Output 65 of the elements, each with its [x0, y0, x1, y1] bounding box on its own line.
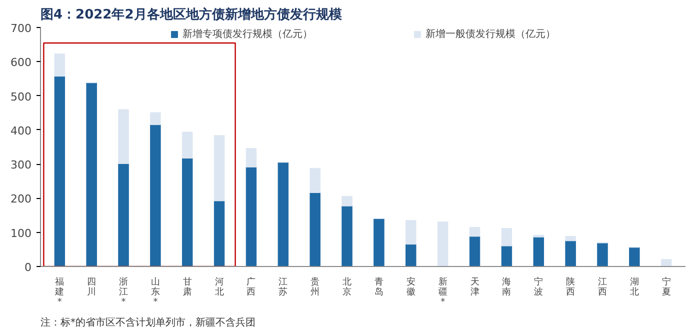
x-tick-label: 北京: [342, 276, 352, 298]
x-tick-label: 甘肃: [182, 276, 192, 298]
bar: [342, 206, 352, 266]
x-tick-label: 宁夏: [662, 276, 671, 298]
x-tick-label: 天津: [470, 276, 480, 298]
y-tick-label: 700: [10, 22, 32, 35]
x-tick-label: 湖北: [630, 276, 639, 298]
x-tick-label: 广西: [246, 276, 256, 298]
bar: [374, 218, 384, 266]
bar: [565, 240, 576, 266]
bar: [501, 246, 512, 266]
bar: [629, 247, 640, 266]
x-tick-label: 四川: [87, 278, 96, 298]
y-tick-label: 100: [10, 226, 32, 240]
bar: [533, 236, 544, 266]
chart-title: 图4：2022年2月各地区地方债新增地方债发行规模: [40, 6, 342, 22]
bar: [310, 168, 320, 193]
bar: [533, 234, 544, 238]
x-tick-label: 宁波: [534, 276, 544, 298]
bar: [660, 259, 672, 266]
bar: [469, 226, 480, 237]
bar: [118, 109, 129, 164]
legend-label: 新增专项债发行规模（亿元）: [182, 28, 312, 41]
y-tick-label: 300: [10, 158, 32, 172]
bar: [54, 54, 66, 77]
bar: [214, 200, 225, 266]
x-tick-label: 新疆*: [438, 276, 448, 308]
bar: [150, 124, 161, 266]
bar: [597, 242, 608, 266]
y-tick-label: 500: [10, 90, 32, 104]
bar: [406, 244, 416, 266]
bar: [342, 196, 352, 206]
legend-label: 新增一般债发行规模（亿元）: [426, 28, 556, 41]
y-tick-label: 0: [24, 261, 32, 274]
bar: [54, 76, 66, 266]
bar: [278, 162, 289, 266]
text: 注：标*的省市区不含计划单列市，新疆不含兵团: [40, 316, 256, 328]
bar: [406, 220, 416, 245]
x-tick-label: 福建*: [54, 276, 64, 308]
bar: [469, 236, 480, 266]
bar: [150, 112, 161, 126]
bar: [214, 135, 225, 202]
x-tick-label: 山东*: [150, 276, 160, 308]
bar: [246, 166, 257, 266]
x-tick-label: 江西: [598, 276, 607, 298]
y-tick-label: 600: [10, 56, 32, 70]
x-tick-label: 海南: [502, 276, 512, 298]
x-tick-label: 江苏: [278, 276, 288, 298]
x-tick-label: 安徽: [406, 276, 416, 298]
bar: [310, 192, 320, 266]
bar: [501, 228, 512, 246]
x-tick-label: 贵州: [310, 276, 320, 298]
bar: [565, 236, 576, 242]
bar: [437, 222, 448, 266]
x-tick-label: 陕西: [566, 276, 576, 298]
bar: [182, 132, 193, 159]
bar: [182, 158, 193, 266]
bar: [246, 148, 257, 168]
y-tick-label: 400: [10, 124, 32, 138]
y-tick-label: 200: [10, 192, 32, 206]
x-tick-label: 浙江*: [119, 276, 128, 308]
x-tick-label: 青岛: [374, 276, 384, 298]
bar: [118, 163, 129, 266]
x-tick-label: 河北: [214, 276, 224, 298]
bar: [86, 82, 97, 266]
